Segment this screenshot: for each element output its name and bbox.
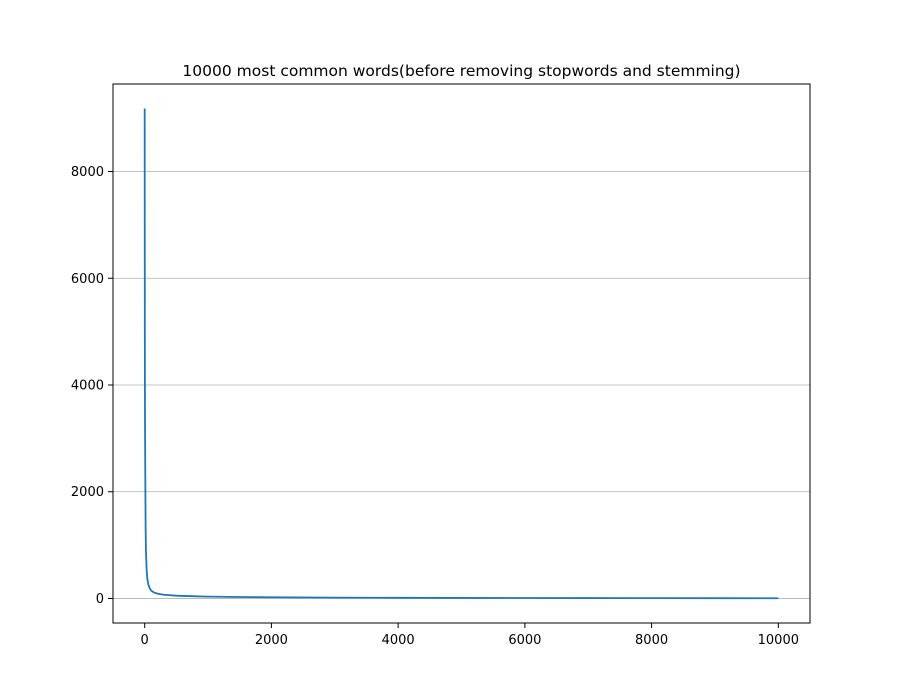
x-tick-label: 6000 [508,633,541,648]
x-tick-label: 8000 [635,633,668,648]
x-tick-label: 10000 [758,633,799,648]
series-line [143,108,779,600]
x-tick-label: 4000 [382,633,415,648]
y-tick-label: 4000 [71,378,104,393]
x-tick-label: 0 [141,633,149,648]
y-tick-label: 2000 [71,485,104,500]
x-tick-label: 2000 [255,633,288,648]
y-tick-label: 0 [96,592,104,607]
ticks: 0 2000 4000 6000 8000 10000 0 2000 4000 6000 8000 [71,165,799,648]
chart-title: 10000 most common words(before removing … [182,62,740,80]
y-tick-label: 8000 [71,165,104,180]
axes-frame [112,83,811,624]
y-tick-label: 6000 [71,272,104,287]
plot-area [143,108,779,600]
